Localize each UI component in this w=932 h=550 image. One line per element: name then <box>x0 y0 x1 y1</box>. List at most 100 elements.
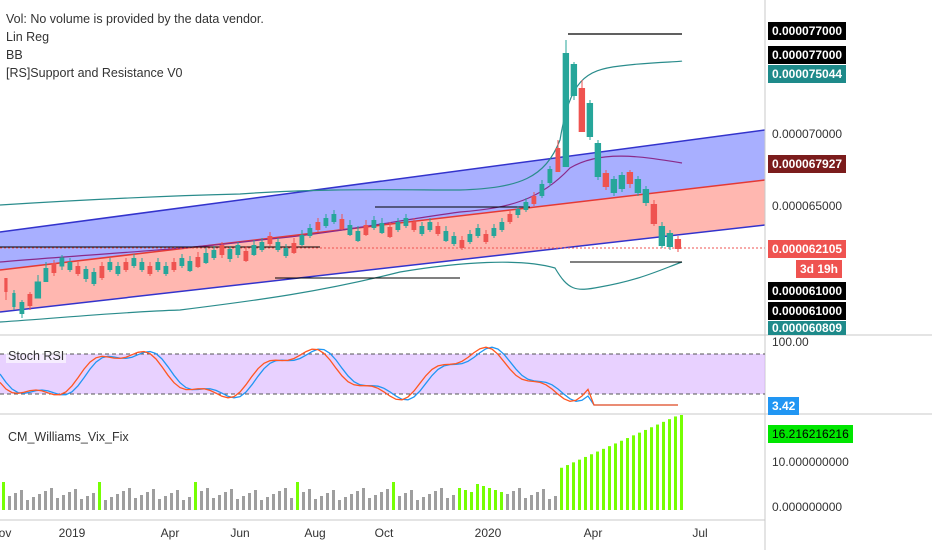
candle-body <box>67 262 73 270</box>
candle-body <box>259 242 265 250</box>
stoch-current-value: 3.42 <box>768 397 800 415</box>
vix-bar <box>614 443 617 510</box>
vix-bar <box>152 489 155 510</box>
vix-bar <box>596 451 599 510</box>
candle-body <box>634 179 642 193</box>
vix-bar <box>506 494 509 510</box>
price-label-sr-high: 0.000077000 <box>768 22 847 40</box>
candle-body <box>75 266 81 274</box>
candle-body <box>267 236 273 244</box>
vix-bar <box>254 490 257 510</box>
candle-body <box>435 226 441 234</box>
vix-bar <box>434 491 437 510</box>
vix-bar <box>512 491 515 510</box>
vix-bar <box>680 415 683 510</box>
stoch-k-line <box>0 346 678 406</box>
vix-bar <box>560 467 563 510</box>
vix-bar <box>356 491 359 510</box>
vix-bar <box>146 492 149 510</box>
candle-body <box>291 243 297 253</box>
candle-body <box>243 251 249 261</box>
candle-body <box>371 220 377 228</box>
bb-basis <box>0 155 683 263</box>
vix-bar <box>464 490 467 510</box>
vix-histogram <box>2 415 683 510</box>
vix-bar <box>218 495 221 510</box>
legend-support-resistance[interactable]: [RS]Support and Resistance V0 <box>6 66 183 80</box>
vix-bar <box>584 456 587 510</box>
vix-bar <box>482 486 485 510</box>
vix-bar <box>470 492 473 510</box>
legend-linreg[interactable]: Lin Reg <box>6 30 50 44</box>
candle-body <box>195 257 201 267</box>
vix-bar <box>164 496 167 510</box>
vix-bar <box>524 498 527 510</box>
vix-bar <box>272 494 275 510</box>
candle-body <box>411 222 417 230</box>
candle-body <box>331 214 337 222</box>
vix-bar <box>116 494 119 510</box>
time-tick: Apr <box>160 526 180 540</box>
vix-bar <box>224 492 227 510</box>
vix-bar <box>542 489 545 510</box>
vix-bar <box>308 489 311 510</box>
vix-bar <box>68 492 71 510</box>
vix-bar <box>86 496 89 510</box>
bb-lower <box>0 261 683 323</box>
vix-bar <box>26 500 29 510</box>
vix-bar <box>422 497 425 510</box>
candle-body <box>51 263 57 273</box>
stoch-rsi-label[interactable]: Stoch RSI <box>6 349 67 363</box>
vix-bar <box>476 484 479 510</box>
price-label-bb-upper: 0.000075044 <box>768 65 847 83</box>
vix-bar <box>380 492 383 510</box>
vix-bar <box>110 497 113 510</box>
candle-body <box>283 248 289 256</box>
vix-bar <box>656 424 659 510</box>
candle-body <box>43 268 49 282</box>
time-tick: Jul <box>692 526 708 540</box>
vix-bar <box>440 488 443 510</box>
vix-bar <box>488 488 491 510</box>
vix-bar <box>374 495 377 510</box>
candle-body <box>219 245 225 255</box>
vix-bar <box>320 496 323 510</box>
vix-fix-label[interactable]: CM_Williams_Vix_Fix <box>6 430 131 444</box>
vix-bar <box>56 498 59 510</box>
vix-bar <box>80 499 83 510</box>
vix-bar <box>572 462 575 510</box>
legend-bb[interactable]: BB <box>6 48 23 62</box>
vix-bar <box>494 490 497 510</box>
vix-bar <box>194 482 197 510</box>
vix-bar <box>548 499 551 510</box>
price-label-bb-lower: 0.000060809 <box>768 321 847 335</box>
candle-body <box>34 281 42 299</box>
candle-body <box>131 258 137 266</box>
candle-body <box>155 262 161 270</box>
price-label-low: 0.000061000 <box>768 302 847 320</box>
vix-bar <box>644 429 647 510</box>
candle-body <box>523 202 529 210</box>
vix-bar <box>620 440 623 510</box>
candle-body <box>419 226 425 234</box>
vix-bar <box>446 498 449 510</box>
vix-bar <box>626 438 629 510</box>
vix-bar <box>452 495 455 510</box>
vix-bar <box>284 488 287 510</box>
candle-body <box>650 204 658 224</box>
vix-bar <box>230 489 233 510</box>
price-tick-70000: 0.000070000 <box>772 127 843 141</box>
price-label-bb-basis: 0.000067927 <box>768 155 847 173</box>
candle-body <box>251 245 257 255</box>
candle-body <box>555 148 561 172</box>
candle-body <box>211 250 217 258</box>
candle-body <box>387 227 393 237</box>
candle-body <box>642 189 650 203</box>
vix-bar <box>344 497 347 510</box>
time-tick: Oct <box>374 526 394 540</box>
candle-body <box>99 266 105 278</box>
candle-body <box>570 64 578 96</box>
vix-bar <box>290 498 293 510</box>
price-tick-65000: 0.000065000 <box>772 199 843 213</box>
